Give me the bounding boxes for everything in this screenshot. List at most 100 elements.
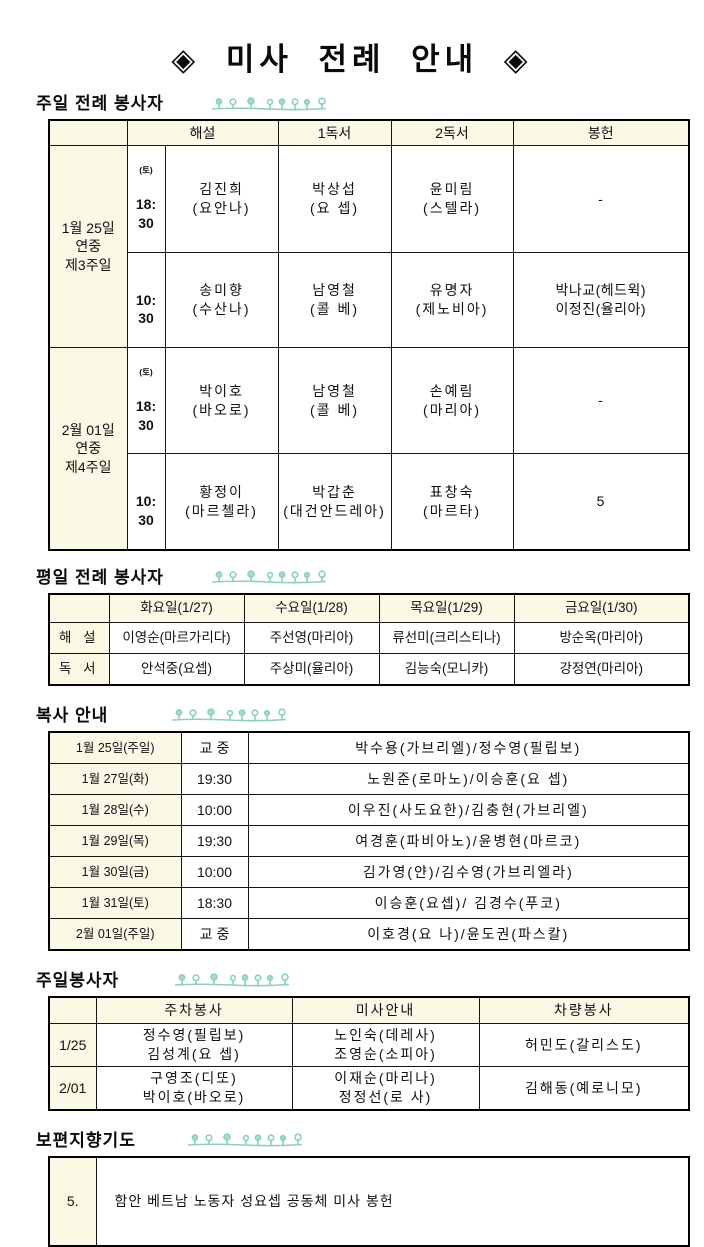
offering-cell: 5: [512, 453, 690, 551]
saturday-marker: (토): [139, 165, 153, 176]
col-header-reader1: 1독서: [277, 119, 392, 146]
scribble-decoration-icon: [171, 708, 288, 722]
time-cell: 10:00: [180, 793, 249, 826]
col-header-thursday: 목요일(1/29): [378, 593, 515, 623]
minister-cell: 이영순(마르가리다): [108, 621, 245, 654]
row-label-commentary: 해 설: [48, 621, 110, 654]
offering-cell: -: [512, 145, 690, 253]
guide-cell: 이재순(마리나) 정정선(로 사): [291, 1065, 480, 1111]
table-row: 독 서 안석중(요셉) 주상미(율리아) 김능숙(모니카) 강정연(마리아): [48, 652, 690, 686]
time-cell: 10: 30: [126, 251, 166, 348]
reader1-cell: 박갑춘 (대건안드레아): [277, 453, 392, 551]
prayer-text-cell: 함안 베트남 노동자 성요셉 공동체 미사 봉헌: [95, 1156, 690, 1247]
section-universal-prayer-header: 보편지향기도: [36, 1126, 704, 1151]
servers-cell: 이승훈(요셉)/ 김경수(푸코): [247, 886, 690, 919]
bulletin-page: ◈ 미사 전례 안내 ◈ 주일 전례 봉사자 해설 1독서 2독서 봉헌 1월 …: [0, 34, 704, 1247]
date-cell: 1월 31일(토): [48, 886, 182, 919]
vehicle-cell: 김해동(예로니모): [478, 1065, 690, 1111]
sunday-volunteers-table: 주차봉사 미사안내 차량봉사 1/25 정수영(필립보) 김성계(요 셉) 노인…: [48, 995, 690, 1111]
table-row: 5. 함안 베트남 노동자 성요셉 공동체 미사 봉헌: [48, 1156, 690, 1247]
servers-cell: 여경훈(파비아노)/윤병현(마르코): [247, 824, 690, 857]
servers-cell: 이우진(사도요한)/김충현(가브리엘): [247, 793, 690, 826]
date-cell: 2월 01일 연중 제4주일: [48, 346, 128, 551]
table-row: 2월 01일(주일) 교 중 이호경(요 나)/윤도권(파스칼): [48, 917, 690, 951]
table-row: 1월 30일(금) 10:00 김가영(얀)/김수영(가브리엘라): [48, 855, 690, 888]
time-cell: 10:00: [180, 855, 249, 888]
scribble-decoration-icon: [187, 1133, 303, 1147]
col-header-mass-guide: 미사안내: [291, 996, 480, 1024]
table-row: 10: 30 황정이 (마르첼라) 박갑춘 (대건안드레아) 표창숙 (마르타)…: [49, 453, 690, 551]
servers-cell: 이호경(요 나)/윤도권(파스칼): [247, 917, 690, 951]
table-row: 1월 25일(주일) 교 중 박수용(가브리엘)/정수영(필립보): [48, 731, 690, 764]
scribble-decoration-icon: [211, 96, 327, 110]
col-header-commentator: 해설: [126, 119, 279, 146]
table-row: 1월 31일(토) 18:30 이승훈(요셉)/ 김경수(푸코): [48, 886, 690, 919]
date-cell: 1월 25일(주일): [48, 731, 182, 764]
col-header-offering: 봉헌: [512, 119, 690, 146]
corner-cell: [48, 593, 110, 623]
offering-cell: 박나교(헤드윅) 이정진(율리아): [512, 251, 690, 348]
reader2-cell: 윤미림 (스텔라): [390, 145, 514, 253]
offering-cell: -: [512, 346, 690, 455]
section-heading: 주일봉사자: [36, 970, 120, 990]
table-row: 2/01 구영조(디또) 박이호(바오로) 이재순(마리나) 정정선(로 사) …: [48, 1065, 690, 1111]
commentator-cell: 황정이 (마르첼라): [164, 453, 279, 551]
time-cell: 19:30: [180, 762, 249, 795]
commentator-cell: 박이호 (바오로): [164, 346, 279, 455]
time-cell: 교 중: [180, 917, 249, 951]
date-cell: 1월 28일(수): [48, 793, 182, 826]
date-cell: 2월 01일(주일): [48, 917, 182, 951]
commentator-cell: 김진희 (요안나): [164, 145, 279, 253]
saturday-marker: (토): [139, 367, 153, 378]
minister-cell: 김능숙(모니카): [378, 652, 515, 686]
table-row: 1월 29일(목) 19:30 여경훈(파비아노)/윤병현(마르코): [48, 824, 690, 857]
time-cell: (토) 18: 30: [126, 145, 166, 253]
col-header-vehicle: 차량봉사: [478, 996, 690, 1024]
parking-cell: 구영조(디또) 박이호(바오로): [95, 1065, 293, 1111]
table-row: 1월 28일(수) 10:00 이우진(사도요한)/김충현(가브리엘): [48, 793, 690, 826]
table-header-row: 주차봉사 미사안내 차량봉사: [48, 996, 690, 1024]
weekday-liturgy-table: 화요일(1/27) 수요일(1/28) 목요일(1/29) 금요일(1/30) …: [48, 592, 690, 686]
universal-prayer-table: 5. 함안 베트남 노동자 성요셉 공동체 미사 봉헌: [48, 1155, 690, 1247]
date-cell: 1월 27일(화): [48, 762, 182, 795]
reader2-cell: 유명자 (제노비아): [390, 251, 514, 348]
time-cell: 교 중: [180, 731, 249, 764]
time-cell: (토) 18: 30: [126, 346, 166, 455]
section-weekday-liturgy-header: 평일 전례 봉사자: [36, 563, 704, 588]
date-cell: 1/25: [48, 1022, 97, 1067]
minister-cell: 방순옥(마리아): [513, 621, 690, 654]
section-altar-servers-header: 복사 안내: [36, 701, 704, 726]
time-cell: 19:30: [180, 824, 249, 857]
commentator-cell: 송미향 (수산나): [164, 251, 279, 348]
col-header-reader2: 2독서: [390, 119, 514, 146]
table-row: 1월 27일(화) 19:30 노원준(로마노)/이승훈(요 셉): [48, 762, 690, 795]
reader2-cell: 손예림 (마리아): [390, 346, 514, 455]
minister-cell: 류선미(크리스티나): [378, 621, 515, 654]
guide-cell: 노인숙(데레사) 조영순(소피아): [291, 1022, 480, 1067]
section-heading: 주일 전례 봉사자: [36, 94, 164, 113]
scribble-decoration-icon: [211, 570, 327, 584]
col-header-tuesday: 화요일(1/27): [108, 593, 245, 623]
table-row: 10: 30 송미향 (수산나) 남영철 (콜 베) 유명자 (제노비아) 박나…: [49, 251, 690, 348]
time-cell: 18:30: [180, 886, 249, 919]
parking-cell: 정수영(필립보) 김성계(요 셉): [95, 1022, 293, 1067]
table-row: 1/25 정수영(필립보) 김성계(요 셉) 노인숙(데레사) 조영순(소피아)…: [48, 1022, 690, 1067]
minister-cell: 강정연(마리아): [513, 652, 690, 686]
servers-cell: 박수용(가브리엘)/정수영(필립보): [247, 731, 690, 764]
col-header-friday: 금요일(1/30): [513, 593, 690, 623]
vehicle-cell: 허민도(갈리스도): [478, 1022, 690, 1067]
corner-cell: [48, 119, 128, 146]
minister-cell: 주상미(율리아): [243, 652, 380, 686]
prayer-number-cell: 5.: [48, 1156, 97, 1247]
section-heading: 복사 안내: [36, 705, 109, 725]
sunday-liturgy-table: 해설 1독서 2독서 봉헌 1월 25일 연중 제3주일 (토) 18: 30 …: [48, 119, 691, 551]
date-cell: 2/01: [48, 1065, 97, 1111]
reader1-cell: 남영철 (콜 베): [277, 346, 392, 455]
reader1-cell: 박상섭 (요 셉): [277, 145, 392, 253]
section-sunday-liturgy-header: 주일 전례 봉사자: [36, 89, 704, 114]
section-heading: 보편지향기도: [36, 1130, 136, 1150]
col-header-wednesday: 수요일(1/28): [243, 593, 380, 623]
reader1-cell: 남영철 (콜 베): [277, 251, 392, 348]
date-cell: 1월 25일 연중 제3주일: [48, 145, 128, 348]
table-header-row: 해설 1독서 2독서 봉헌: [48, 119, 690, 146]
